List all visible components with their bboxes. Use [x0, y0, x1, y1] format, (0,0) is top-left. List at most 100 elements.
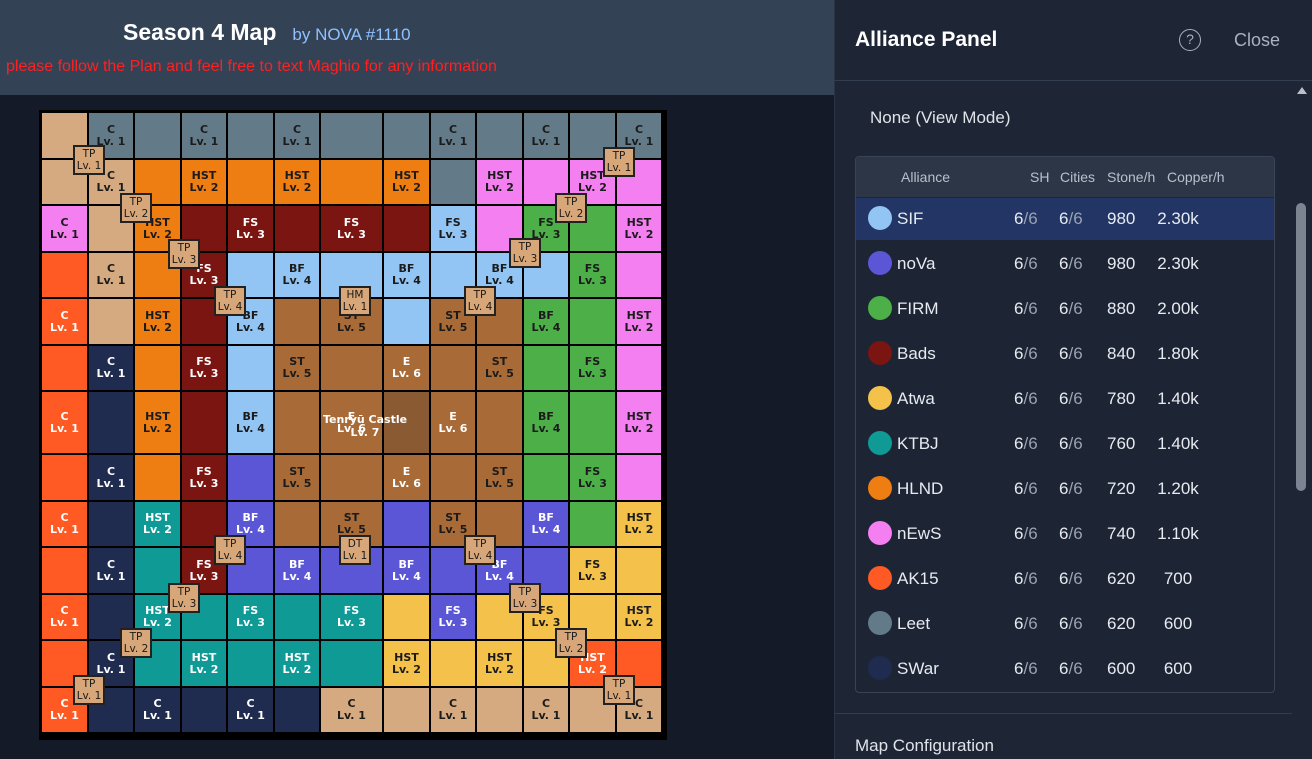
- map-cell[interactable]: HST Lv. 2: [616, 391, 662, 454]
- map-cell[interactable]: C Lv. 1: [41, 501, 88, 547]
- map-cell[interactable]: HST Lv. 2: [616, 205, 662, 252]
- map-cell[interactable]: C Lv. 1: [41, 594, 88, 640]
- map-cell[interactable]: HST Lv. 2: [181, 159, 227, 205]
- map-cell[interactable]: FS Lv. 3: [320, 205, 383, 252]
- map-cell[interactable]: C Lv. 1: [430, 112, 476, 159]
- map-cell[interactable]: C Lv. 1: [523, 112, 569, 159]
- map-cell[interactable]: C Lv. 1: [227, 687, 274, 733]
- map-marker[interactable]: TP Lv. 1: [603, 675, 635, 705]
- map-cell[interactable]: C Lv. 1: [320, 687, 383, 733]
- alliance-row[interactable]: FIRM 6/6 6/6 880 2.00k: [856, 288, 1274, 330]
- map-marker[interactable]: TP Lv. 3: [509, 238, 541, 268]
- alliance-row[interactable]: nEwS 6/6 6/6 740 1.10k: [856, 513, 1274, 555]
- map-cell[interactable]: FS Lv. 3: [227, 205, 274, 252]
- map-cell[interactable]: [430, 454, 476, 501]
- map-cell[interactable]: [41, 454, 88, 501]
- map-cell[interactable]: [616, 454, 662, 501]
- map-cell[interactable]: E Lv. 6: [320, 391, 383, 454]
- alliance-row[interactable]: SIF 6/6 6/6 980 2.30k: [856, 198, 1274, 240]
- map-cell[interactable]: HST Lv. 2: [476, 159, 523, 205]
- map-cell[interactable]: [383, 687, 430, 733]
- map-cell[interactable]: FS Lv. 3: [569, 252, 616, 298]
- map-cell[interactable]: C Lv. 1: [181, 112, 227, 159]
- map-cell[interactable]: HST Lv. 2: [181, 640, 227, 687]
- map-cell[interactable]: [274, 687, 320, 733]
- map-cell[interactable]: [476, 687, 523, 733]
- map-cell[interactable]: C Lv. 1: [41, 687, 88, 733]
- map-cell[interactable]: BF Lv. 4: [523, 298, 569, 345]
- map-marker[interactable]: TP Lv. 4: [214, 286, 246, 316]
- map-marker[interactable]: TP Lv. 4: [464, 535, 496, 565]
- map-config-section[interactable]: Map Configuration: [855, 736, 994, 755]
- alliance-row[interactable]: Bads 6/6 6/6 840 1.80k: [856, 333, 1274, 375]
- map-cell[interactable]: C Lv. 1: [430, 687, 476, 733]
- map-marker[interactable]: TP Lv. 3: [168, 583, 200, 613]
- map-cell[interactable]: [616, 252, 662, 298]
- map-marker[interactable]: TP Lv. 1: [603, 147, 635, 177]
- map-cell[interactable]: [569, 298, 616, 345]
- map-cell[interactable]: [320, 454, 383, 501]
- map-cell[interactable]: [383, 205, 430, 252]
- map-cell[interactable]: [523, 345, 569, 391]
- map-cell[interactable]: [320, 640, 383, 687]
- close-button[interactable]: Close: [1234, 30, 1281, 50]
- map-cell[interactable]: [476, 112, 523, 159]
- map-cell[interactable]: FS Lv. 3: [569, 454, 616, 501]
- map-cell[interactable]: [320, 112, 383, 159]
- map-cell[interactable]: [41, 547, 88, 594]
- map-cell[interactable]: [41, 345, 88, 391]
- map-marker[interactable]: TP Lv. 3: [168, 239, 200, 269]
- map-cell[interactable]: C Lv. 1: [523, 687, 569, 733]
- map-marker[interactable]: TP Lv. 2: [120, 628, 152, 658]
- scroll-up-arrow-icon[interactable]: [1297, 87, 1307, 94]
- map-cell[interactable]: FS Lv. 3: [430, 205, 476, 252]
- map-cell[interactable]: [227, 345, 274, 391]
- map-cell[interactable]: BF Lv. 4: [274, 547, 320, 594]
- map-cell[interactable]: [88, 298, 134, 345]
- map-cell[interactable]: [383, 501, 430, 547]
- map-cell[interactable]: [616, 345, 662, 391]
- map-cell[interactable]: BF Lv. 4: [227, 298, 274, 345]
- map-cell[interactable]: BF Lv. 4: [383, 547, 430, 594]
- map-marker[interactable]: HM Lv. 1: [339, 286, 371, 316]
- map-cell[interactable]: [616, 547, 662, 594]
- alliance-row[interactable]: noVa 6/6 6/6 980 2.30k: [856, 243, 1274, 285]
- scroll-thumb[interactable]: [1296, 203, 1306, 491]
- map-cell[interactable]: [569, 391, 616, 454]
- map-cell[interactable]: BF Lv. 4: [383, 252, 430, 298]
- map-cell[interactable]: [41, 252, 88, 298]
- map-cell[interactable]: C Lv. 1: [41, 391, 88, 454]
- map-cell[interactable]: [476, 391, 523, 454]
- alliance-row[interactable]: HLND 6/6 6/6 720 1.20k: [856, 468, 1274, 510]
- map-cell[interactable]: HST Lv. 2: [383, 640, 430, 687]
- map-cell[interactable]: [320, 159, 383, 205]
- map-cell[interactable]: C Lv. 1: [41, 205, 88, 252]
- map-cell[interactable]: [227, 112, 274, 159]
- map-cell[interactable]: [320, 345, 383, 391]
- map-cell[interactable]: HST Lv. 2: [134, 298, 181, 345]
- map-cell[interactable]: [227, 252, 274, 298]
- help-icon[interactable]: ?: [1179, 29, 1201, 51]
- map-marker[interactable]: TP Lv. 4: [214, 535, 246, 565]
- map-cell[interactable]: C Lv. 1: [88, 547, 134, 594]
- map-cell[interactable]: [88, 391, 134, 454]
- map-cell[interactable]: [523, 454, 569, 501]
- map-cell[interactable]: C Lv. 1: [274, 112, 320, 159]
- map-cell[interactable]: C Lv. 1: [88, 345, 134, 391]
- map-cell[interactable]: HST Lv. 2: [274, 159, 320, 205]
- map-cell[interactable]: E Lv. 6: [383, 345, 430, 391]
- view-mode-label[interactable]: None (View Mode): [870, 108, 1011, 127]
- panel-scrollbar[interactable]: [1292, 81, 1312, 759]
- map-cell[interactable]: [383, 112, 430, 159]
- map-cell[interactable]: [274, 391, 320, 454]
- map-cell[interactable]: HST Lv. 2: [616, 594, 662, 640]
- map-cell[interactable]: HST Lv. 2: [616, 501, 662, 547]
- map-marker[interactable]: TP Lv. 2: [120, 193, 152, 223]
- map-cell[interactable]: [616, 159, 662, 205]
- alliance-row[interactable]: AK15 6/6 6/6 620 700: [856, 558, 1274, 600]
- map-cell[interactable]: FS Lv. 3: [320, 594, 383, 640]
- map-cell[interactable]: [181, 687, 227, 733]
- map-marker[interactable]: TP Lv. 2: [555, 193, 587, 223]
